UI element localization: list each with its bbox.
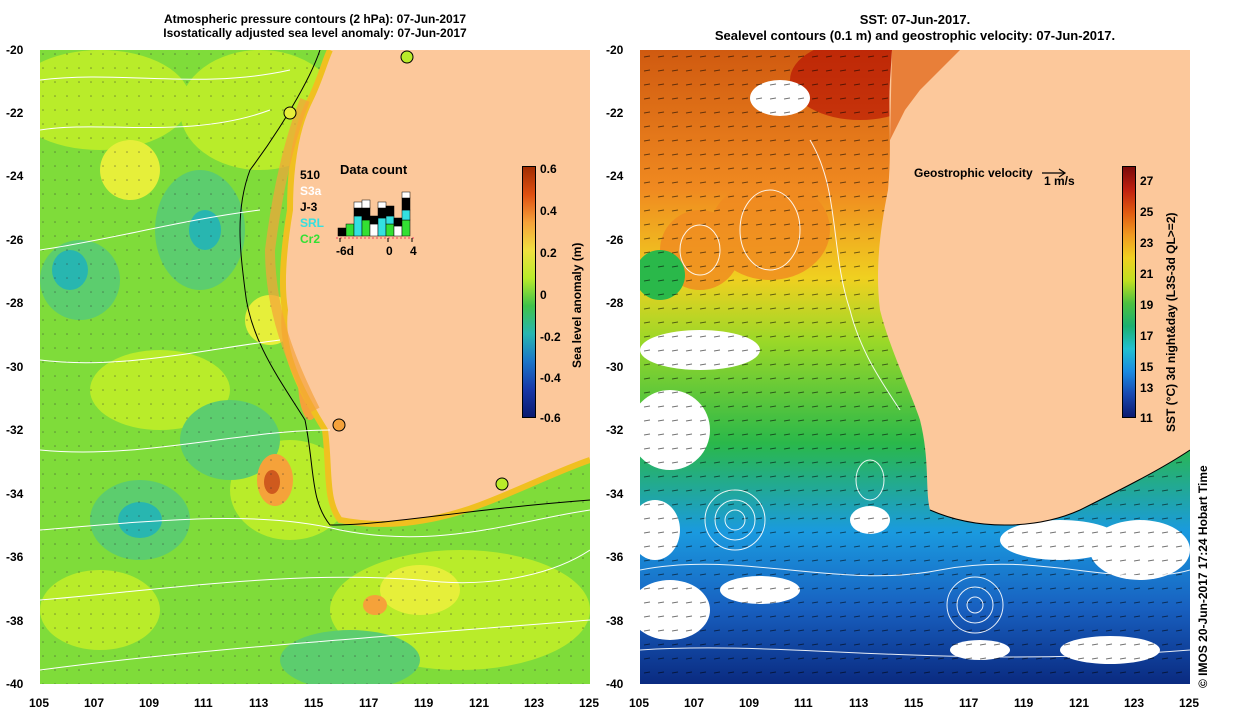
left-lat-tick: -32 <box>6 423 24 437</box>
left-lon-tick: 117 <box>359 696 379 710</box>
right-title-line1: SST: 07-Jun-2017. <box>859 12 971 27</box>
right-lat-tick: -36 <box>606 550 624 564</box>
sst-tick-13: 13 <box>1140 381 1154 395</box>
sst-tick-23: 23 <box>1140 236 1154 250</box>
sst-tick-21: 21 <box>1140 267 1154 281</box>
left-title: Atmospheric pressure contours (2 hPa): 0… <box>40 12 590 40</box>
right-lat-tick: -30 <box>606 360 624 374</box>
sst-tick-19: 19 <box>1140 298 1154 312</box>
left-lat-tick: -22 <box>6 106 24 120</box>
right-lon-tick: 121 <box>1069 696 1090 710</box>
sla-colorbar <box>522 166 536 418</box>
right-lon-tick: 125 <box>1179 696 1200 710</box>
left-lon-tick: 107 <box>84 696 105 710</box>
sla-tick-5: -0.2 <box>540 330 561 344</box>
data-count-bars <box>336 191 416 242</box>
sla-tick-3: 0.2 <box>540 246 557 260</box>
left-lon-tick: 109 <box>139 696 160 710</box>
left-lat-tick: -24 <box>6 169 24 183</box>
right-lon-tick: 113 <box>849 696 869 710</box>
left-title-line1: Atmospheric pressure contours (2 hPa): 0… <box>163 12 467 26</box>
imos-credit: © IMOS 20-Jun-2017 17:24 Hobart Time <box>1196 465 1210 688</box>
velocity-arrow-icon <box>1042 168 1067 178</box>
satellite-j3: J-3 <box>300 200 318 214</box>
right-lon-tick: 115 <box>904 696 924 710</box>
left-lon-tick: 121 <box>469 696 490 710</box>
sla-tick-2: 0.4 <box>540 204 557 218</box>
left-lon-tick: 111 <box>194 696 213 710</box>
right-lat-tick: -28 <box>606 296 624 310</box>
right-lon-tick: 123 <box>1124 696 1145 710</box>
satellite-srl: SRL <box>300 216 324 230</box>
right-lat-tick: -40 <box>606 677 624 691</box>
left-lat-tick: -34 <box>6 487 24 501</box>
right-lon-tick: 119 <box>1014 696 1034 710</box>
right-lat-tick: -32 <box>606 423 624 437</box>
satellite-s3a: S3a <box>300 184 322 198</box>
sst-tick-25: 25 <box>1140 205 1154 219</box>
sea-level-anomaly-map: Data count 510 S3a J-3 SRL Cr2 <box>40 50 590 684</box>
satellite-cr2: Cr2 <box>300 232 321 246</box>
sla-tick-1: 0.6 <box>540 162 557 176</box>
velocity-label: Geostrophic velocity <box>914 166 1033 180</box>
left-lon-tick: 119 <box>414 696 434 710</box>
right-lat-tick: -26 <box>606 233 624 247</box>
right-title-line2: Sealevel contours (0.1 m) and geostrophi… <box>714 28 1116 43</box>
right-lon-tick: 105 <box>629 696 650 710</box>
left-lat-tick: -40 <box>6 677 24 691</box>
sst-tick-27: 27 <box>1140 174 1154 188</box>
left-title-line2: Isostatically adjusted sea level anomaly… <box>163 26 467 40</box>
right-lon-tick: 107 <box>684 696 705 710</box>
right-lat-tick: -22 <box>606 106 624 120</box>
sst-tick-15: 15 <box>1140 360 1154 374</box>
sst-colorbar-label: SST (°C) 3d night&day (L3S-3d QL>=2) <box>1164 212 1178 433</box>
data-count-axis-zero: 0 <box>386 244 393 258</box>
left-lon-tick: 105 <box>29 696 50 710</box>
right-lat-tick: -38 <box>606 614 624 628</box>
data-count-axis-start: -6d <box>336 244 354 258</box>
right-lon-tick: 109 <box>739 696 760 710</box>
sst-colorbar <box>1122 166 1136 418</box>
sla-tick-7: -0.6 <box>540 411 561 425</box>
sst-tick-17: 17 <box>1140 329 1154 343</box>
left-lat-tick: -28 <box>6 296 24 310</box>
sst-tick-11: 11 <box>1140 411 1153 425</box>
right-title: SST: 07-Jun-2017. Sealevel contours (0.1… <box>640 12 1190 44</box>
data-count-axis-end: 4 <box>410 244 417 258</box>
sla-field <box>40 50 590 684</box>
velocity-scale: 1 m/s <box>1044 174 1075 188</box>
sla-colorbar-label: Sea level anomaly (m) <box>570 242 584 368</box>
satellite-510: 510 <box>300 168 321 182</box>
left-lon-tick: 115 <box>304 696 324 710</box>
left-lon-tick: 123 <box>524 696 545 710</box>
left-lat-tick: -38 <box>6 614 24 628</box>
right-lat-tick: -34 <box>606 487 624 501</box>
left-lon-tick: 113 <box>249 696 269 710</box>
sla-tick-4: 0 <box>540 288 547 302</box>
velocity-legend: Geostrophic velocity 1 m/s <box>912 166 1092 196</box>
data-count-inset: Data count 510 S3a J-3 SRL Cr2 <box>298 160 438 270</box>
sla-tick-6: -0.4 <box>540 371 561 385</box>
sst-map: Geostrophic velocity 1 m/s 27 25 23 21 1… <box>640 50 1190 684</box>
left-lat-tick: -26 <box>6 233 24 247</box>
right-lon-tick: 111 <box>794 696 813 710</box>
right-lon-tick: 117 <box>959 696 979 710</box>
left-lat-tick: -20 <box>6 43 24 57</box>
right-lat-tick: -20 <box>606 43 624 57</box>
right-lat-tick: -24 <box>606 169 624 183</box>
left-lon-tick: 125 <box>579 696 600 710</box>
left-lat-tick: -30 <box>6 360 24 374</box>
data-count-title: Data count <box>340 162 408 177</box>
left-lat-tick: -36 <box>6 550 24 564</box>
sst-field <box>640 50 1190 684</box>
